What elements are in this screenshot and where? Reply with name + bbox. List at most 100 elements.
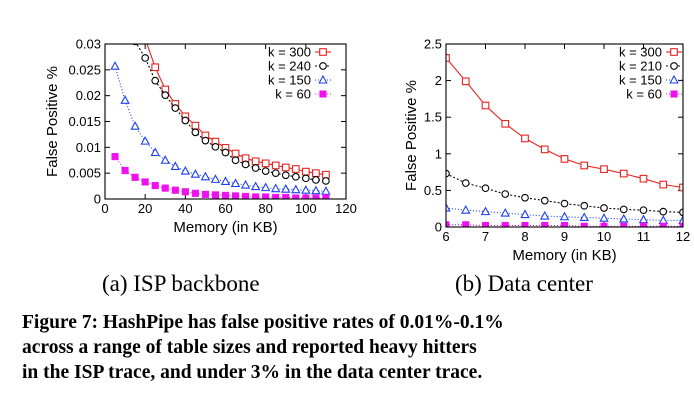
data-point [220, 176, 231, 185]
data-point [261, 159, 270, 168]
data-point [110, 61, 120, 70]
x-tick-label: 8 [521, 229, 528, 244]
axes-frame [445, 43, 684, 228]
legend-marker [670, 62, 678, 70]
data-point [639, 222, 648, 227]
data-point [150, 147, 160, 157]
figure-canvas: 0 20 40 60 80 100 12000.0050.010.0150.020.0250… [44, 37, 690, 265]
data-point [599, 213, 609, 222]
data-point [180, 165, 191, 175]
data-point [292, 194, 300, 199]
data-point [679, 222, 683, 227]
data-point [501, 190, 510, 198]
y-tick-label: 0.5 [424, 183, 442, 198]
data-point [559, 211, 570, 221]
data-point [481, 101, 490, 110]
chart-data-center: 6 7 8 9 10 11 12 0 0.5 1 1.5 2 2.5 Memory (in KB) Fals… [403, 37, 690, 265]
data-point [171, 186, 179, 194]
x-tick-label: 80 [258, 201, 272, 216]
data-point [130, 120, 140, 130]
data-point [620, 222, 628, 227]
data-point [211, 191, 220, 199]
legend-label: k = 240 [268, 59, 311, 74]
data-point [311, 185, 321, 195]
data-point [600, 222, 608, 227]
data-point [140, 135, 150, 145]
x-tick-label: 7 [482, 229, 489, 244]
data-point [322, 177, 330, 185]
data-point [501, 119, 510, 128]
series-k-240 [132, 44, 330, 185]
data-point [600, 165, 608, 174]
y-tick-label: 2.5 [424, 37, 442, 52]
data-point [120, 95, 130, 104]
series-line [114, 156, 326, 199]
data-point [541, 221, 549, 227]
data-point [111, 153, 119, 161]
data-point [600, 204, 608, 212]
subcaption-a: (a) ISP backbone [102, 271, 260, 296]
data-point [619, 213, 629, 223]
data-point [191, 128, 200, 137]
series-k-210 [446, 169, 683, 217]
legend-label: k = 210 [619, 59, 662, 74]
data-point [251, 157, 260, 166]
data-point [221, 148, 230, 157]
series-k-60 [446, 221, 683, 227]
data-point [301, 167, 310, 176]
data-point [322, 170, 330, 179]
data-point [200, 171, 211, 181]
y-axis-label: False Positive % [44, 66, 61, 177]
data-point [540, 145, 549, 154]
data-point [679, 208, 683, 217]
x-axis-label: Memory (in KB) [512, 247, 616, 264]
legend-label: k = 150 [268, 73, 311, 88]
legend-marker [319, 48, 327, 56]
x-tick-label: 0 [101, 201, 108, 216]
data-point [560, 221, 569, 227]
y-tick-label: 0.01 [76, 140, 101, 155]
data-point [171, 104, 180, 112]
data-point [241, 160, 250, 169]
plot-area [446, 54, 683, 227]
data-point [462, 221, 470, 227]
x-tick-label: 20 [138, 201, 152, 216]
data-point [461, 77, 470, 86]
data-point [312, 194, 320, 199]
data-point [281, 171, 290, 180]
data-point [282, 193, 290, 199]
data-point [270, 183, 281, 193]
caption-line-3: in the ISP trace, and under 3% in the da… [22, 362, 483, 383]
x-tick-label: 40 [178, 201, 192, 216]
data-point [501, 221, 509, 227]
legend-marker [318, 74, 328, 84]
series-k-300 [446, 54, 683, 192]
y-tick-label: 0.03 [76, 37, 101, 52]
data-point [481, 221, 490, 227]
data-point [500, 207, 510, 217]
y-tick-label: 0 [435, 220, 442, 235]
data-point [281, 184, 291, 193]
data-point [161, 184, 169, 192]
legend-label: k = 300 [268, 45, 311, 60]
data-point [659, 222, 667, 227]
data-point [151, 76, 160, 85]
data-point [231, 149, 240, 158]
data-point [190, 169, 201, 178]
data-point [461, 179, 470, 187]
data-point [251, 164, 260, 172]
data-point [161, 91, 170, 99]
legend-label: k = 60 [626, 87, 662, 102]
data-point [241, 154, 250, 163]
data-point [321, 186, 331, 195]
data-point [658, 215, 668, 224]
data-point [659, 180, 668, 189]
axes-frame [104, 43, 347, 200]
x-tick-label: 10 [597, 229, 611, 244]
figure-caption: Figure 7: HashPipe has false positive ra… [22, 310, 682, 385]
data-point [521, 193, 529, 202]
data-point [291, 184, 301, 194]
x-tick-label: 60 [218, 201, 232, 216]
data-point [281, 163, 290, 172]
